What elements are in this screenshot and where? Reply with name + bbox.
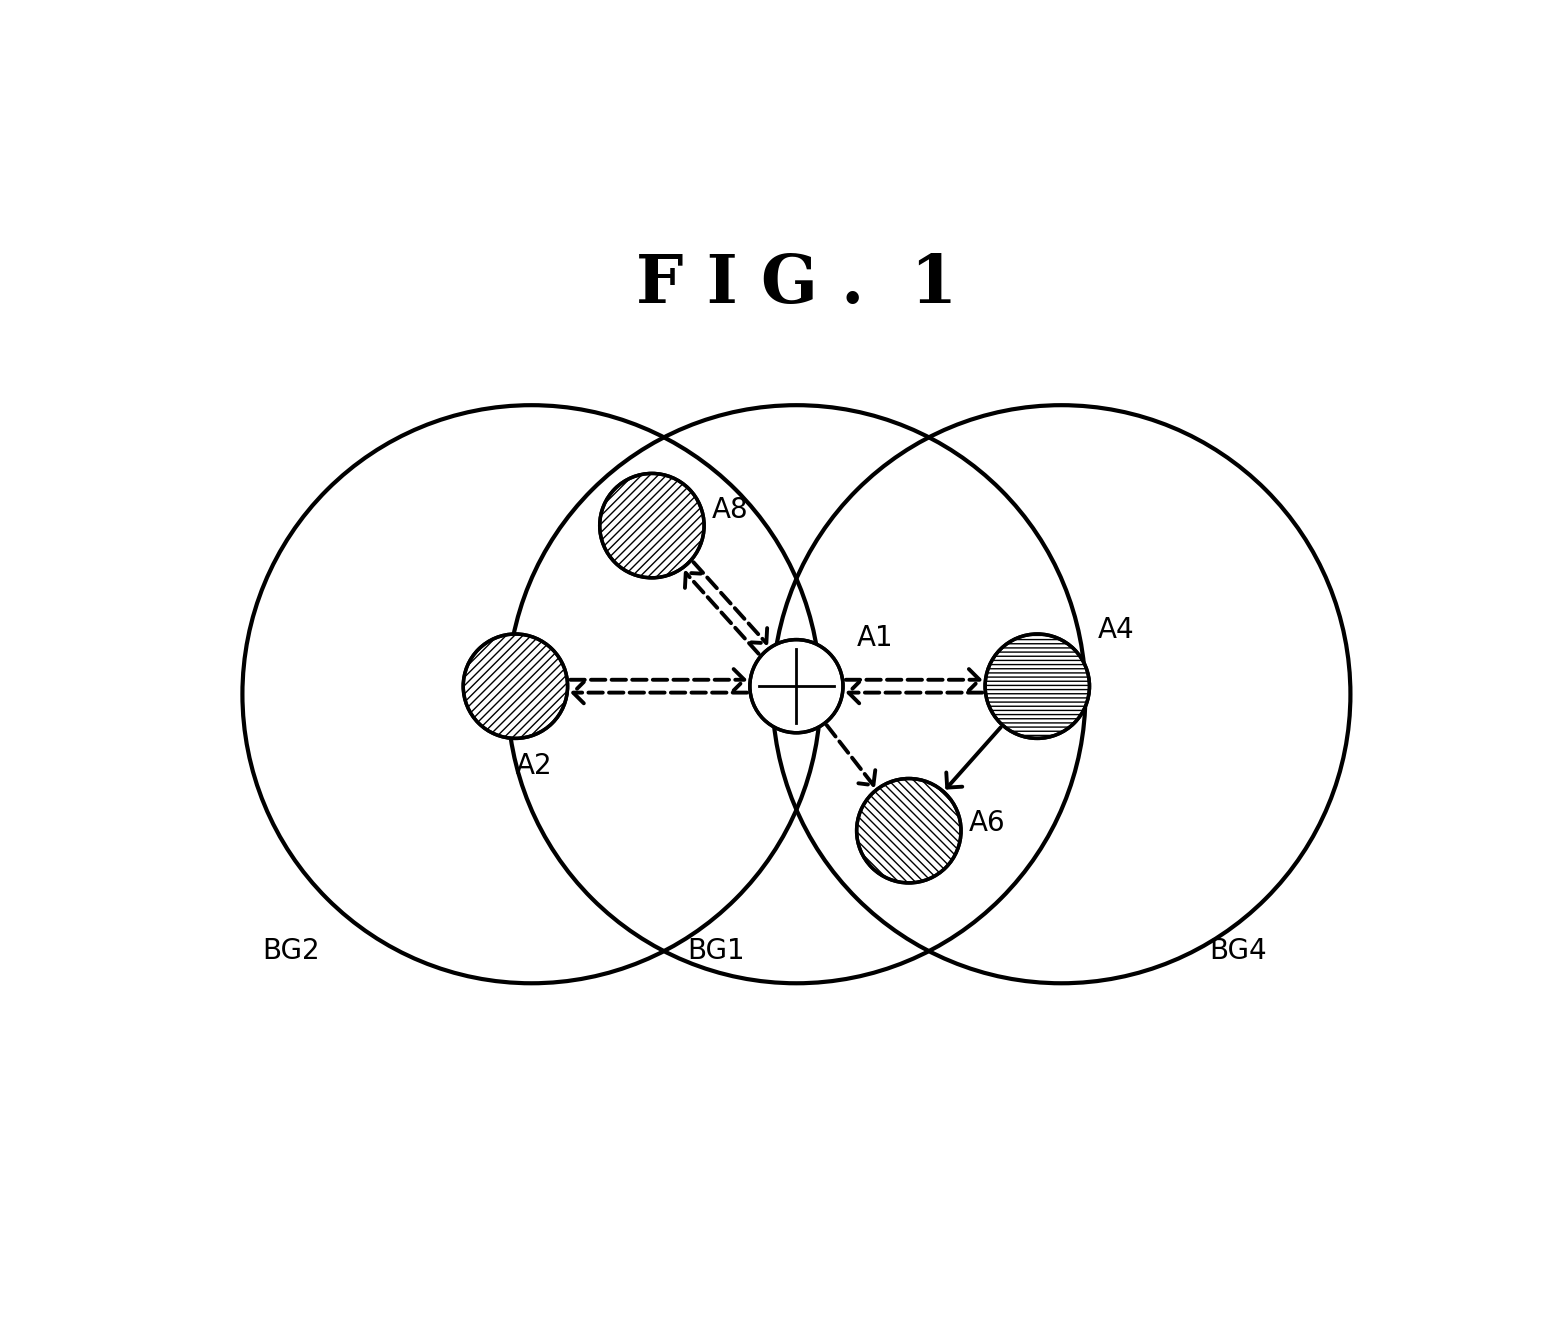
FancyArrowPatch shape [848, 682, 982, 703]
FancyArrowPatch shape [827, 725, 875, 786]
FancyArrowPatch shape [946, 727, 1001, 788]
FancyArrowPatch shape [685, 573, 758, 654]
Circle shape [856, 779, 960, 882]
FancyArrowPatch shape [693, 563, 768, 644]
Text: BG2: BG2 [261, 937, 320, 965]
Text: A8: A8 [712, 495, 749, 524]
Text: BG4: BG4 [1209, 937, 1267, 965]
Text: A1: A1 [856, 624, 894, 652]
Text: BG1: BG1 [687, 937, 744, 965]
Circle shape [751, 640, 842, 733]
Text: A6: A6 [970, 808, 1005, 837]
Circle shape [463, 634, 567, 738]
Text: A4: A4 [1097, 616, 1134, 644]
FancyArrowPatch shape [573, 682, 747, 703]
FancyArrowPatch shape [845, 669, 979, 690]
Circle shape [985, 634, 1089, 738]
Circle shape [600, 474, 704, 577]
FancyArrowPatch shape [570, 669, 744, 690]
Text: F I G .  1: F I G . 1 [636, 252, 957, 317]
Text: A2: A2 [516, 752, 552, 780]
